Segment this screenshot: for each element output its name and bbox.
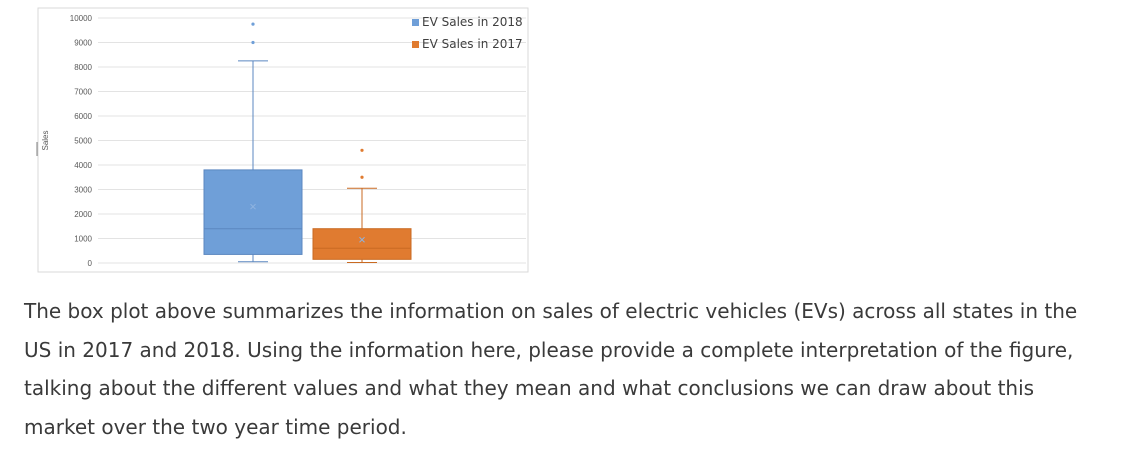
y-tick-label: 9000 <box>74 39 92 48</box>
y-tick-label: 8000 <box>74 63 92 72</box>
y-tick-label: 10000 <box>70 14 93 23</box>
legend-swatch <box>412 19 419 26</box>
outlier-point <box>360 175 364 179</box>
y-tick-label: 2000 <box>74 210 92 219</box>
legend-swatch <box>412 41 419 48</box>
y-tick-label: 1000 <box>74 235 92 244</box>
y-tick-label: 0 <box>88 259 93 268</box>
box-iqr <box>203 169 303 255</box>
chart-svg: 0 1000 2000 3000 4000 5000 6000 7000 8000 9000 100… <box>36 7 529 273</box>
mean-marker <box>250 203 256 210</box>
mean-marker <box>359 236 365 243</box>
legend-label: EV Sales in 2017 <box>422 37 523 51</box>
y-axis-label: Sales <box>41 130 50 150</box>
question-prompt: The box plot above summarizes the inform… <box>24 299 1078 439</box>
box-plot-chart: 0 1000 2000 3000 4000 5000 6000 7000 8000 9000 100… <box>34 6 532 276</box>
y-tick-label: 6000 <box>74 112 92 121</box>
outlier-point <box>360 148 364 152</box>
outlier-point <box>251 40 255 45</box>
legend-label: EV Sales in 2018 <box>422 15 523 29</box>
outlier-point <box>251 22 255 26</box>
y-tick-label: 4000 <box>74 161 92 170</box>
y-tick-label: 5000 <box>74 137 92 146</box>
box-iqr <box>312 228 412 260</box>
y-tick-label: 3000 <box>74 186 92 195</box>
y-tick-label: 7000 <box>74 88 92 97</box>
